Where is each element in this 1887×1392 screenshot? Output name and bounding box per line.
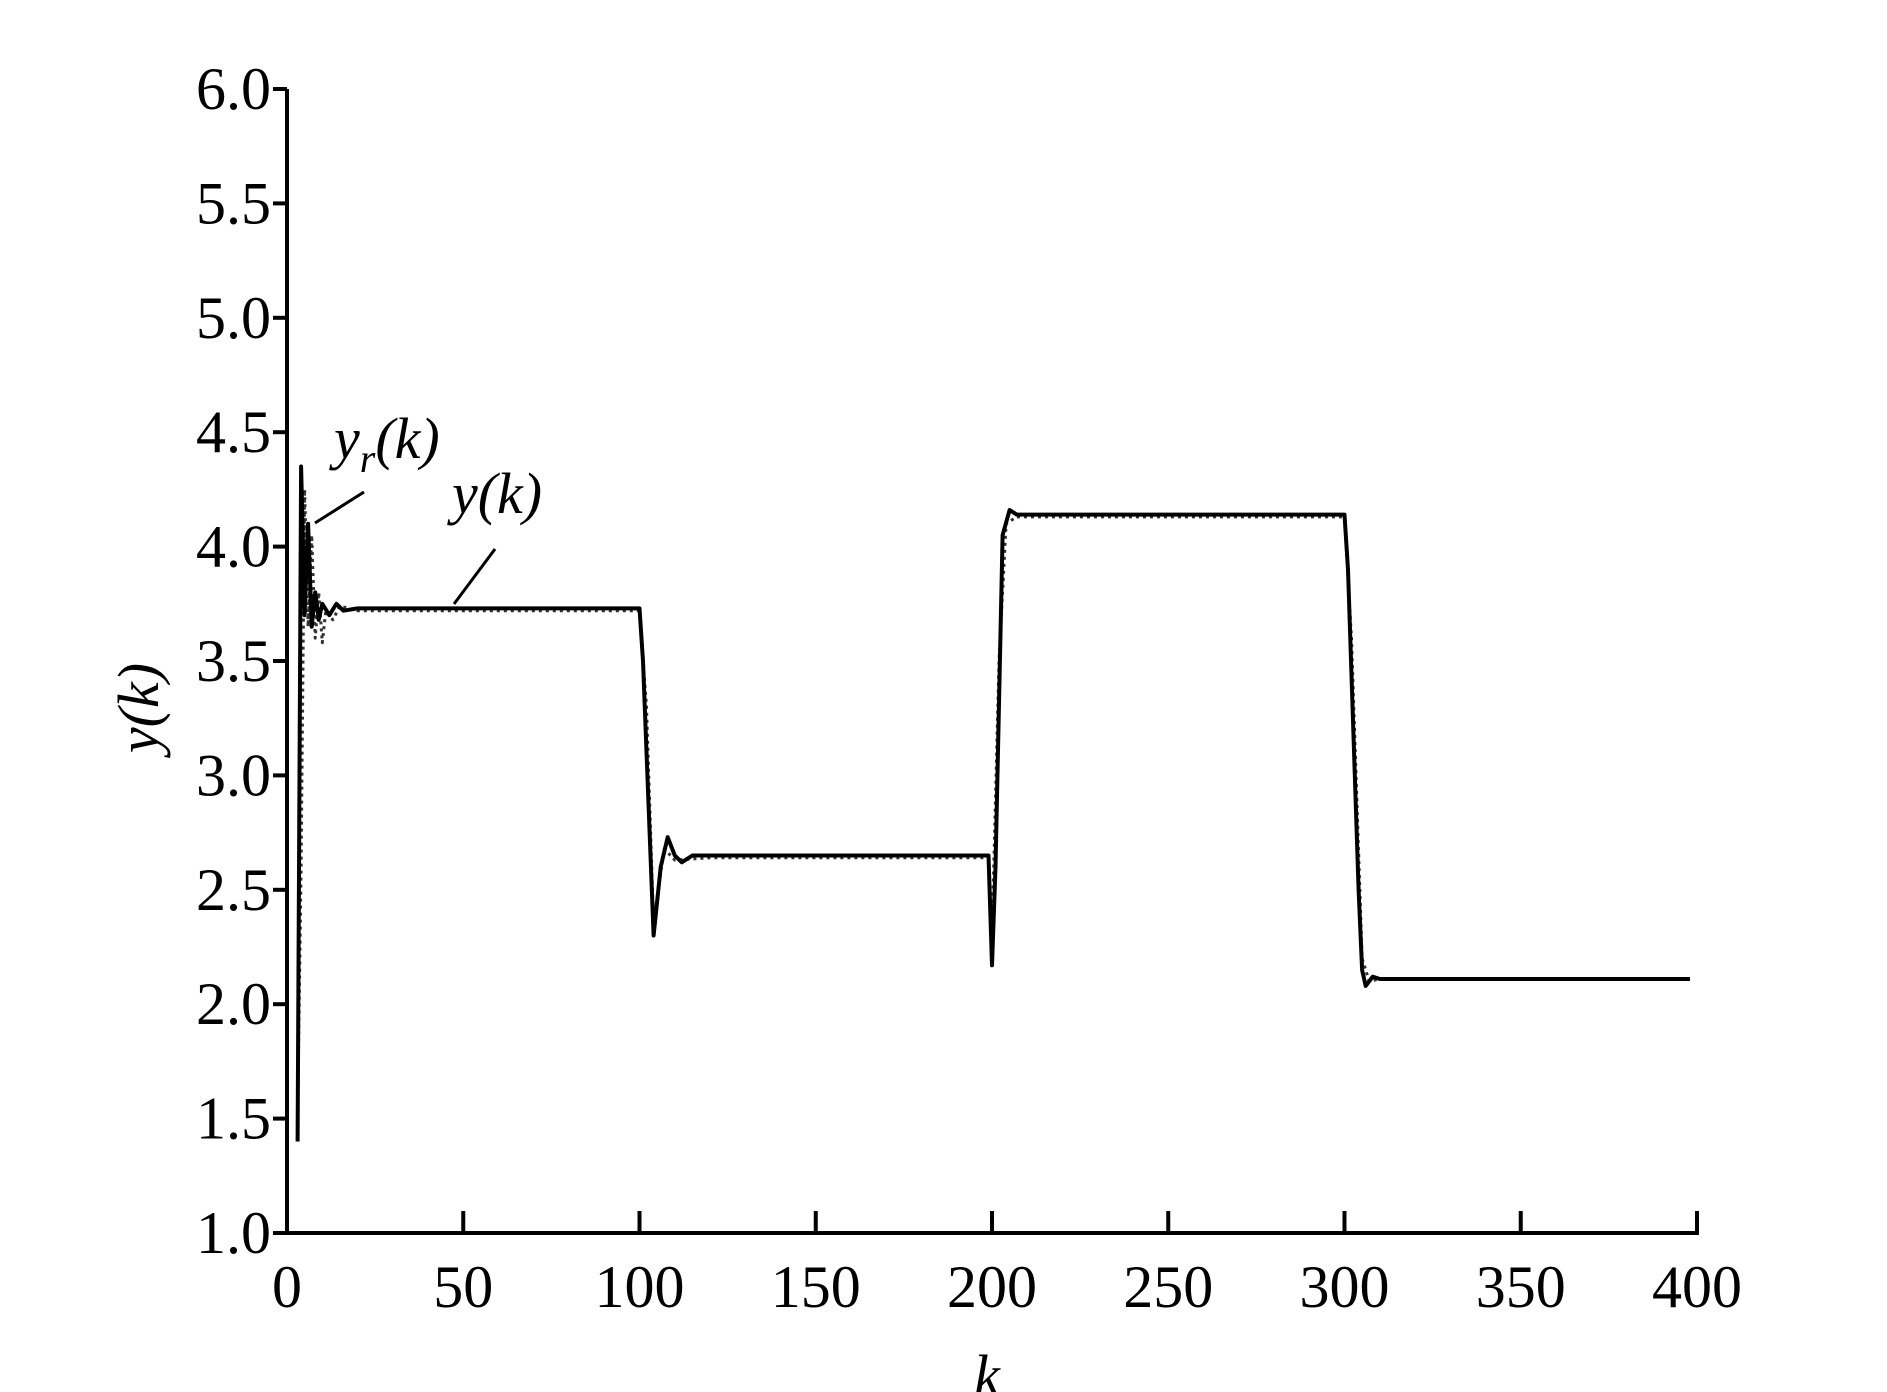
annotation-leader — [314, 490, 365, 525]
series-line — [296, 487, 1690, 1119]
y-tick-label: 1.5 — [196, 1086, 271, 1152]
x-axis-label: k — [974, 1343, 1001, 1392]
label-subscript: r — [360, 436, 376, 481]
x-tick-label: 150 — [771, 1254, 861, 1320]
x-tick-label: 50 — [433, 1254, 493, 1320]
y-tick-label: 2.0 — [196, 971, 271, 1037]
x-tick-label: 200 — [947, 1254, 1037, 1320]
y-tick-label: 5.5 — [196, 170, 271, 236]
x-tick-label: 400 — [1652, 1254, 1742, 1320]
x-tick-label: 300 — [1300, 1254, 1390, 1320]
series-line — [295, 464, 1690, 1142]
y-tick-label: 6.0 — [196, 56, 271, 122]
y-tick-label: 4.0 — [196, 514, 271, 580]
x-tick-label: 350 — [1476, 1254, 1566, 1320]
x-tick-label: 100 — [595, 1254, 685, 1320]
y-tick-label: 3.5 — [196, 628, 271, 694]
y-tick-label: 4.5 — [196, 399, 271, 465]
x-tick-label: 0 — [272, 1254, 302, 1320]
y-tick-label: 5.0 — [196, 285, 271, 351]
y-tick-label: 3.0 — [196, 742, 271, 808]
series-label: y(k) — [447, 461, 542, 526]
y-tick-label: 2.5 — [196, 857, 271, 923]
y-axis-label: y(k) — [106, 663, 171, 758]
label-suffix: (k) — [375, 406, 439, 471]
annotation-leader — [452, 548, 497, 605]
label-text: y — [329, 406, 360, 471]
series-label: yr(k) — [329, 406, 440, 481]
y-tick-label: 1.0 — [196, 1200, 271, 1266]
x-tick-label: 250 — [1123, 1254, 1213, 1320]
